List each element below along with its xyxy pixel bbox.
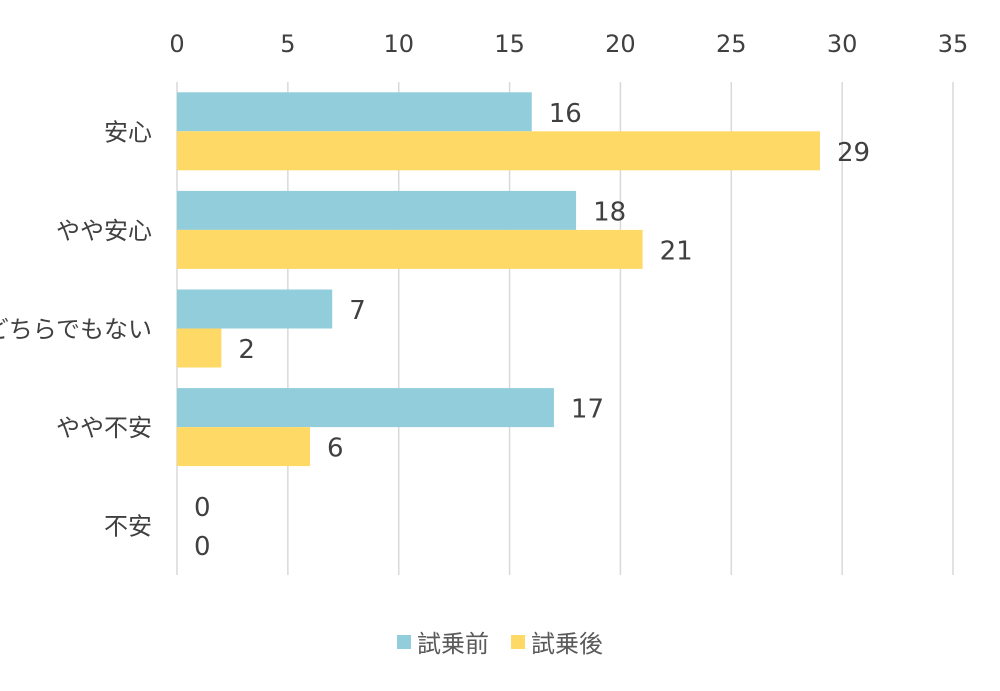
category-label: やや安心 — [56, 217, 152, 245]
x-tick-label: 30 — [827, 30, 858, 58]
legend-item-after: 試乗後 — [511, 624, 603, 659]
data-label: 29 — [837, 138, 870, 168]
x-tick-label: 10 — [383, 30, 414, 58]
legend-swatch — [397, 634, 411, 649]
bar — [177, 289, 333, 329]
data-label: 21 — [660, 236, 693, 266]
category-label: やや不安 — [56, 414, 152, 442]
category-label: どちらでもない — [0, 316, 152, 344]
data-label: 0 — [194, 493, 211, 523]
x-tick-label: 0 — [169, 30, 184, 58]
legend-label: 試乗後 — [531, 630, 603, 658]
x-tick-label: 35 — [938, 30, 969, 58]
x-tick-label: 15 — [494, 30, 525, 58]
category-label: 不安 — [104, 513, 152, 541]
x-tick-label: 20 — [605, 30, 636, 58]
data-label: 6 — [327, 434, 344, 464]
bar — [177, 92, 532, 132]
data-label: 0 — [194, 532, 211, 562]
category-label: 安心 — [104, 118, 152, 146]
data-label: 16 — [549, 99, 582, 129]
bar — [177, 229, 643, 269]
x-tick-label: 25 — [716, 30, 747, 58]
legend-label: 試乗前 — [417, 630, 489, 658]
legend-swatch — [511, 634, 525, 649]
bar — [177, 328, 222, 368]
data-label: 18 — [593, 197, 626, 227]
data-label: 2 — [238, 335, 255, 365]
bar — [177, 190, 577, 230]
bar — [177, 388, 554, 428]
legend: 試乗前 試乗後 — [0, 624, 1000, 659]
data-label: 17 — [571, 395, 604, 425]
bar — [177, 131, 820, 171]
bar — [177, 427, 311, 467]
data-label: 7 — [349, 296, 366, 326]
x-tick-label: 5 — [280, 30, 295, 58]
legend-item-before: 試乗前 — [397, 624, 489, 659]
